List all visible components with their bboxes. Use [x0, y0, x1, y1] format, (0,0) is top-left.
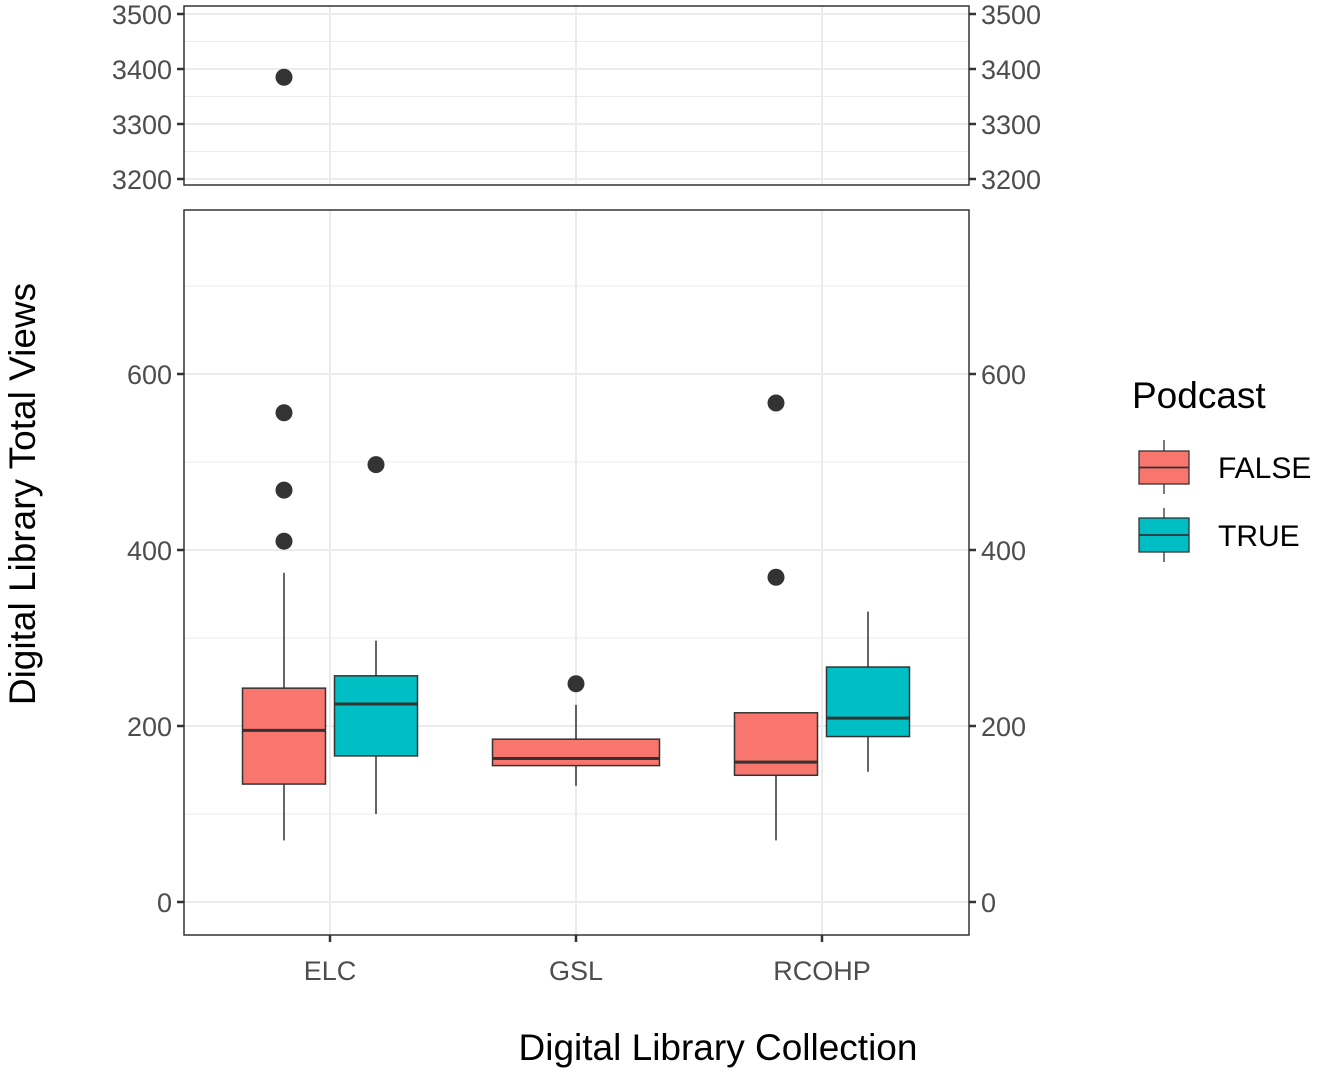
y-tick-label: 600 [127, 360, 172, 390]
y-tick-label-right: 3500 [981, 0, 1041, 30]
box-elc-true [333, 456, 419, 814]
iqr-box [241, 687, 327, 785]
iqr-box [825, 666, 911, 738]
outlier-point [275, 481, 293, 499]
y-tick-label: 0 [157, 888, 172, 918]
y-tick-label-right: 3400 [981, 55, 1041, 85]
lower-panel: 0 0 200 200 400 400 600 600 ELC GSL RCOHP [127, 209, 1026, 986]
iqr-box [491, 738, 661, 767]
y-tick-label-right: 3300 [981, 110, 1041, 140]
outlier-point [275, 404, 293, 422]
legend-label-true: TRUE [1218, 520, 1300, 553]
legend-key-true [1138, 508, 1190, 562]
y-tick-label-right: 400 [981, 536, 1026, 566]
y-tick-label: 400 [127, 536, 172, 566]
box-rcohp-true [825, 611, 911, 772]
x-tick-label: RCOHP [773, 956, 871, 986]
y-tick-label-right: 600 [981, 360, 1026, 390]
lower-gridlines [184, 210, 969, 935]
x-axis: ELC GSL RCOHP [304, 935, 871, 986]
lower-y-axis: 0 0 200 200 400 400 600 600 [127, 360, 1026, 918]
box-gsl-false [491, 675, 661, 786]
legend: Podcast FALSE TRUE [1132, 375, 1311, 562]
y-axis-title: Digital Library Total Views [2, 283, 43, 705]
y-tick-label-right: 3200 [981, 165, 1041, 195]
upper-outliers [275, 68, 293, 86]
upper-gridlines [184, 6, 969, 185]
box-elc-false [241, 404, 327, 841]
outlier-point [367, 456, 385, 474]
outlier-point [275, 532, 293, 550]
outlier-point [567, 675, 585, 693]
y-tick-label: 3500 [112, 0, 172, 30]
legend-label-false: FALSE [1218, 452, 1311, 485]
outlier-point [767, 568, 785, 586]
upper-y-axis: 3200 3200 3300 3300 3400 3400 3500 3500 [112, 0, 1041, 195]
y-tick-label: 200 [127, 712, 172, 742]
x-tick-label: GSL [549, 956, 603, 986]
y-tick-label: 3200 [112, 165, 172, 195]
y-tick-label-right: 0 [981, 888, 996, 918]
x-axis-title: Digital Library Collection [519, 1027, 918, 1068]
boxes [241, 394, 911, 841]
legend-key-false [1138, 440, 1190, 494]
upper-panel: 3200 3200 3300 3300 3400 3400 3500 3500 [112, 0, 1041, 195]
box-rcohp-false [733, 394, 819, 841]
x-tick-label: ELC [304, 956, 357, 986]
iqr-box [333, 675, 419, 757]
y-tick-label: 3400 [112, 55, 172, 85]
outlier-point [275, 68, 293, 86]
y-tick-label-right: 200 [981, 712, 1026, 742]
iqr-box [733, 712, 819, 777]
y-tick-label: 3300 [112, 110, 172, 140]
legend-title: Podcast [1132, 375, 1266, 416]
outlier-point [767, 394, 785, 412]
